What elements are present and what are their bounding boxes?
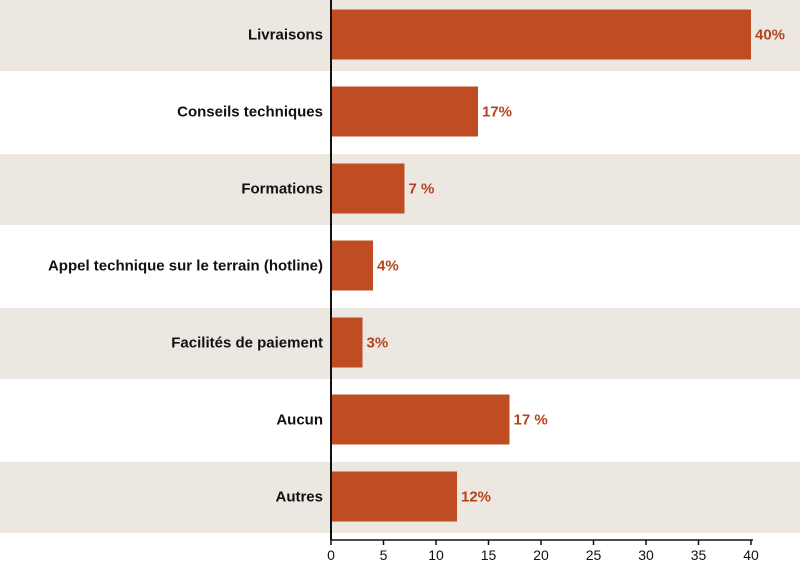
axes: 0 5 10 15 20 25 30 35 40 <box>327 0 759 563</box>
category-label: Appel technique sur le terrain (hotline) <box>48 258 323 275</box>
x-tick-label: 5 <box>380 547 388 563</box>
value-label: 12% <box>461 489 491 506</box>
bar <box>331 471 457 522</box>
value-label: 17 % <box>514 412 548 429</box>
x-tick-label: 10 <box>428 547 444 563</box>
value-label: 40% <box>755 27 785 44</box>
x-tick-label: 0 <box>327 547 335 563</box>
category-label: Autres <box>275 489 323 506</box>
category-label: Conseils techniques <box>177 104 323 121</box>
x-tick-label: 40 <box>743 547 759 563</box>
value-label: 4% <box>377 258 399 275</box>
x-tick-label: 25 <box>586 547 602 563</box>
x-tick-label: 35 <box>691 547 707 563</box>
bar <box>331 394 510 445</box>
bar <box>331 86 478 137</box>
row-band <box>0 308 800 379</box>
category-label: Livraisons <box>248 27 323 44</box>
x-tick-label: 15 <box>481 547 497 563</box>
x-tick-label: 20 <box>533 547 549 563</box>
value-labels: 40% 17% 7 % 4% 3% 17 % 12% <box>367 27 786 506</box>
category-label: Facilités de paiement <box>171 335 323 352</box>
value-label: 3% <box>367 335 389 352</box>
category-labels: Livraisons Conseils techniques Formations A… <box>48 27 323 506</box>
bar <box>331 163 405 214</box>
value-label: 17% <box>482 104 512 121</box>
bar <box>331 317 363 368</box>
x-tick-label: 30 <box>638 547 654 563</box>
value-label: 7 % <box>409 181 435 198</box>
category-label: Aucun <box>276 412 323 429</box>
category-label: Formations <box>241 181 323 198</box>
bar <box>331 240 373 291</box>
bar <box>331 9 751 60</box>
bars <box>331 9 751 522</box>
